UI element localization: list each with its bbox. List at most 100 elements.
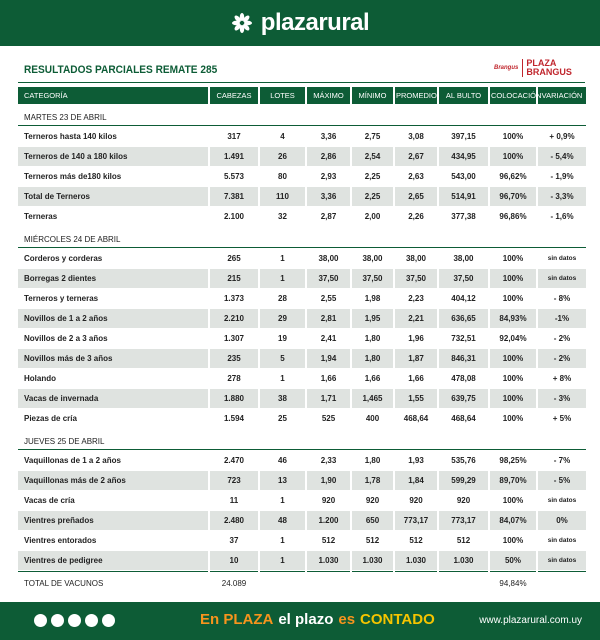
column-header: VARIACIÓN [538, 87, 586, 104]
data-row: Terneros hasta 140 kilos 317 4 3,36 2,75 3,08… [18, 127, 586, 146]
cell: 32 [278, 212, 287, 221]
cell: 1,90 [307, 471, 350, 490]
cell: 1.030 [439, 551, 488, 570]
cell: 525 [321, 414, 336, 423]
category-cell: Vacas de invernada [18, 389, 208, 408]
cell: 1,98 [364, 294, 381, 303]
cell: 404,12 [451, 294, 476, 303]
cell: 723 [210, 471, 258, 490]
cell: 1.030 [307, 551, 350, 570]
partner-name: PLAZA BRANGUS [522, 59, 572, 77]
cell: 100% [502, 374, 524, 383]
header-row: CATEGORÍA CABEZAS LOTES MÁXIMO MÍNIMO PROMEDI… [18, 87, 586, 104]
brand: plazarural [260, 9, 370, 36]
category-cell: Corderos y corderas [24, 254, 103, 263]
category-cell: Vaquillonas más de 2 años [18, 471, 208, 490]
cell: 37,50 [439, 269, 488, 288]
cell: 543,00 [451, 172, 476, 181]
social-icon[interactable] [51, 614, 64, 627]
cell: -1% [538, 309, 586, 328]
total-label: TOTAL DE VACUNOS [18, 571, 208, 595]
data-row: Novillos más de 3 años 235 5 1,94 1,80 1,87 84… [18, 349, 586, 368]
cell: 400 [365, 414, 380, 423]
cell: 650 [352, 511, 393, 530]
cell: - 1,9% [550, 172, 574, 181]
cell: 1,94 [307, 349, 350, 368]
cell: 1,465 [352, 389, 393, 408]
cell: 2,86 [307, 147, 350, 166]
social-icon[interactable] [102, 614, 115, 627]
cell: 512 [321, 536, 336, 545]
section-row: MIÉRCOLES 24 DE ABRIL [18, 227, 586, 248]
social-icon[interactable] [85, 614, 98, 627]
social-icons [34, 614, 115, 627]
cell: 1,66 [408, 374, 424, 383]
cell: 37,50 [307, 269, 350, 288]
cell: 1,66 [320, 374, 337, 383]
cell: 2,26 [408, 212, 424, 221]
column-header: CABEZAS [210, 87, 258, 104]
cell: 732,51 [451, 334, 476, 343]
cell: 38,00 [453, 254, 474, 263]
cell: 1.030 [395, 551, 437, 570]
cell: 37 [229, 536, 239, 545]
empty-cell [439, 571, 488, 595]
cell: + 0,9% [549, 132, 575, 141]
cell: 38,00 [362, 254, 383, 263]
cell: 1.307 [223, 334, 245, 343]
cell: 397,15 [451, 132, 476, 141]
data-row: Vientres preñados 2.480 48 1.200 650 773,17 77… [18, 511, 586, 530]
cell: 100% [502, 132, 524, 141]
data-row: Vaquillonas más de 2 años 723 13 1,90 1,78 1,… [18, 471, 586, 490]
category-cell: Vacas de cría [24, 496, 75, 505]
cell: 1.373 [223, 294, 245, 303]
cell: 96,70% [490, 187, 536, 206]
data-row: Corderos y corderas 265 1 38,00 38,00 38,00 38… [18, 249, 586, 268]
cell: 80 [278, 172, 287, 181]
category-cell: Terneras [24, 212, 58, 221]
column-header: PROMEDIO [395, 87, 437, 104]
cell: 2,41 [320, 334, 337, 343]
category-cell: Novillos más de 3 años [18, 349, 208, 368]
total-colocacion: 94,84% [490, 571, 536, 595]
cell: - 1,6% [550, 212, 574, 221]
cell: 2.480 [210, 511, 258, 530]
data-row: Vacas de cría 11 1 920 920 920 920 100% sin dato… [18, 491, 586, 510]
cell: 1 [280, 254, 285, 263]
cell: 1,84 [395, 471, 437, 490]
cell: 235 [210, 349, 258, 368]
section-label: JUEVES 25 DE ABRIL [18, 429, 586, 450]
cell: 0% [538, 511, 586, 530]
cell: 2,63 [408, 172, 424, 181]
social-icon[interactable] [68, 614, 81, 627]
slogan-part: CONTADO [360, 611, 435, 628]
cell: - 5% [538, 471, 586, 490]
website[interactable]: www.plazarural.com.uy [479, 615, 582, 626]
header-bar: plazarural [0, 0, 600, 46]
cell: 38,00 [318, 254, 339, 263]
cell: 2,00 [364, 212, 381, 221]
cell: 84,93% [490, 309, 536, 328]
data-row: Vientres entorados 37 1 512 512 512 512 100% sin… [18, 531, 586, 550]
cell: 98,25% [499, 456, 527, 465]
cell: 1,55 [395, 389, 437, 408]
category-cell: Terneros hasta 140 kilos [24, 132, 117, 141]
cell: 28 [278, 294, 287, 303]
cell: 25 [278, 414, 287, 423]
cell: 4 [280, 132, 285, 141]
cell: 2,25 [364, 172, 381, 181]
cell: 37,50 [395, 269, 437, 288]
cell: 100% [502, 254, 524, 263]
partner-logo: Brangus PLAZA BRANGUS [494, 56, 586, 80]
cell: 1,78 [352, 471, 393, 490]
category-cell: Holando [24, 374, 56, 383]
data-row: Terneros de 140 a 180 kilos 1.491 26 2,86 2,… [18, 147, 586, 166]
social-icon[interactable] [34, 614, 47, 627]
partner-small: Brangus [494, 65, 519, 71]
cell: 19 [278, 334, 287, 343]
cell: 1,80 [364, 334, 381, 343]
cell: 100% [502, 536, 524, 545]
data-row: Terneras 2.100 32 2,87 2,00 2,26 377,38 96,86% -… [18, 207, 586, 226]
cell: 110 [260, 187, 305, 206]
partner-line: BRANGUS [526, 67, 572, 77]
